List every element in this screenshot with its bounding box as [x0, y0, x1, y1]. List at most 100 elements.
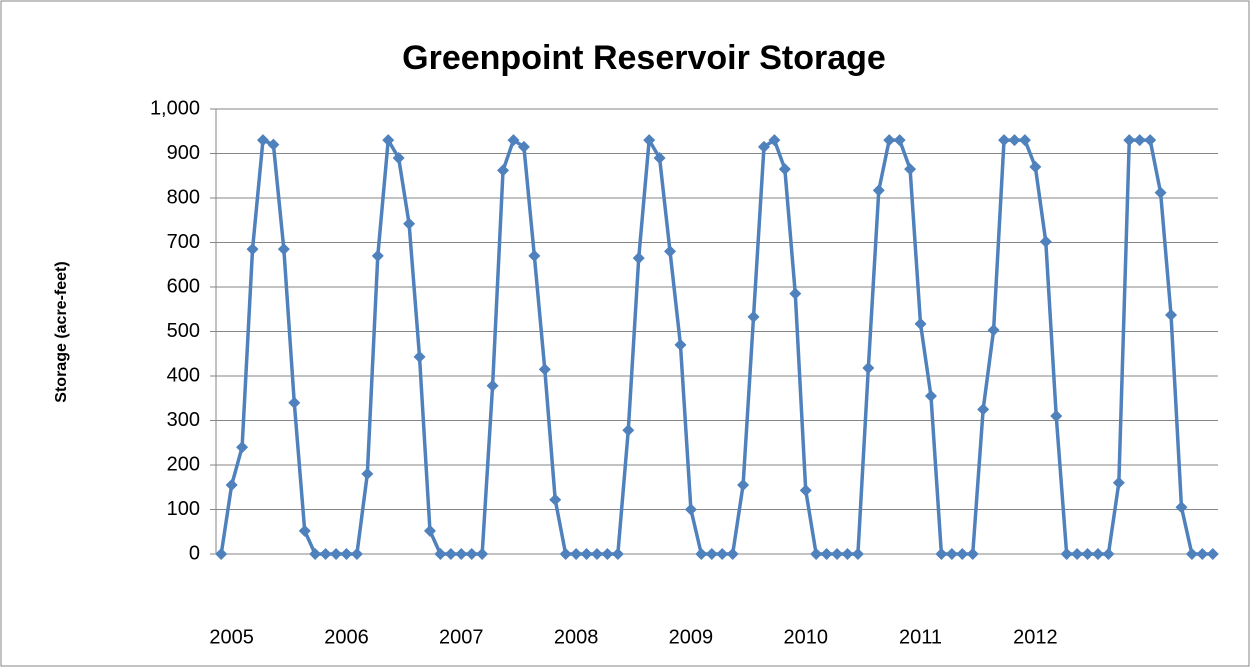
data-point	[1102, 548, 1115, 560]
data-point	[361, 467, 374, 480]
data-point	[1206, 548, 1219, 560]
data-point	[570, 548, 583, 560]
data-point	[1185, 548, 1198, 560]
data-point	[382, 134, 395, 147]
data-point	[684, 503, 697, 516]
y-tick-label: 900	[167, 142, 200, 164]
data-point	[236, 441, 249, 454]
x-tick-label: 2008	[554, 626, 599, 648]
data-point	[1018, 134, 1031, 147]
data-point	[956, 548, 969, 560]
y-axis-title: Storage (acre-feet)	[53, 261, 70, 402]
data-point	[831, 548, 844, 560]
data-point	[434, 548, 447, 560]
data-point	[1050, 410, 1063, 423]
data-point	[945, 548, 958, 560]
data-point	[674, 338, 687, 351]
data-point	[643, 134, 656, 147]
data-point	[862, 361, 875, 374]
data-point	[747, 310, 760, 323]
x-tick-label: 2007	[439, 626, 484, 648]
data-point	[590, 548, 603, 560]
data-point	[267, 138, 280, 151]
x-tick-label: 2009	[669, 626, 714, 648]
data-point	[1081, 548, 1094, 560]
data-point	[549, 493, 562, 506]
data-point	[789, 287, 802, 300]
data-point	[977, 403, 990, 416]
data-point	[966, 548, 979, 560]
data-point	[716, 548, 729, 560]
data-point	[841, 548, 854, 560]
x-tick-label: 2012	[1013, 626, 1058, 648]
data-point	[309, 548, 322, 560]
data-point	[465, 548, 478, 560]
data-point	[737, 479, 750, 492]
data-point	[256, 134, 269, 147]
data-point	[664, 245, 677, 258]
data-point	[580, 548, 593, 560]
data-point	[601, 548, 614, 560]
data-point	[904, 163, 917, 176]
data-point	[413, 350, 426, 363]
data-point	[1175, 501, 1188, 514]
data-point	[611, 548, 624, 560]
data-point	[778, 163, 791, 176]
data-point	[695, 548, 708, 560]
y-tick-label: 0	[189, 542, 200, 564]
data-point	[1123, 134, 1136, 147]
data-point	[319, 548, 332, 560]
data-point	[810, 548, 823, 560]
data-point	[403, 217, 416, 230]
data-point	[277, 243, 290, 256]
data-point	[883, 134, 896, 147]
data-point	[768, 134, 781, 147]
data-point	[444, 548, 457, 560]
data-point	[924, 390, 937, 403]
data-point	[340, 548, 353, 560]
data-point	[653, 151, 666, 164]
data-point	[246, 243, 259, 256]
data-point	[726, 548, 739, 560]
y-tick-label: 700	[167, 231, 200, 253]
data-point	[1060, 548, 1073, 560]
data-point	[935, 548, 948, 560]
x-tick-label: 2006	[324, 626, 369, 648]
y-tick-label: 800	[167, 186, 200, 208]
data-point	[914, 317, 927, 330]
data-point	[392, 151, 405, 164]
data-point	[893, 134, 906, 147]
y-tick-label: 300	[167, 409, 200, 431]
data-point	[298, 524, 311, 537]
data-point	[1196, 548, 1209, 560]
data-point	[288, 396, 301, 409]
x-tick-label: 2011	[899, 626, 942, 648]
y-tick-label: 200	[167, 453, 200, 475]
data-point	[1112, 476, 1125, 489]
y-tick-label: 1,000	[150, 97, 200, 119]
y-tick-label: 400	[167, 364, 200, 386]
data-point	[423, 524, 436, 537]
data-point	[507, 134, 520, 147]
data-point	[486, 379, 499, 392]
data-point	[872, 184, 885, 197]
data-point	[330, 548, 343, 560]
data-point	[225, 479, 238, 492]
data-point	[559, 548, 572, 560]
data-point	[1144, 134, 1157, 147]
data-point	[455, 548, 468, 560]
x-tick-label: 2010	[783, 626, 828, 648]
data-point	[1029, 160, 1042, 173]
data-point	[350, 548, 363, 560]
data-point	[622, 424, 635, 437]
y-tick-label: 500	[167, 320, 200, 342]
data-point	[1165, 309, 1178, 322]
data-point	[215, 548, 228, 560]
data-point	[851, 548, 864, 560]
data-point	[1008, 134, 1021, 147]
data-point	[1039, 235, 1052, 248]
data-point	[371, 249, 384, 262]
chart-title: Greenpoint Reservoir Storage	[402, 39, 886, 77]
